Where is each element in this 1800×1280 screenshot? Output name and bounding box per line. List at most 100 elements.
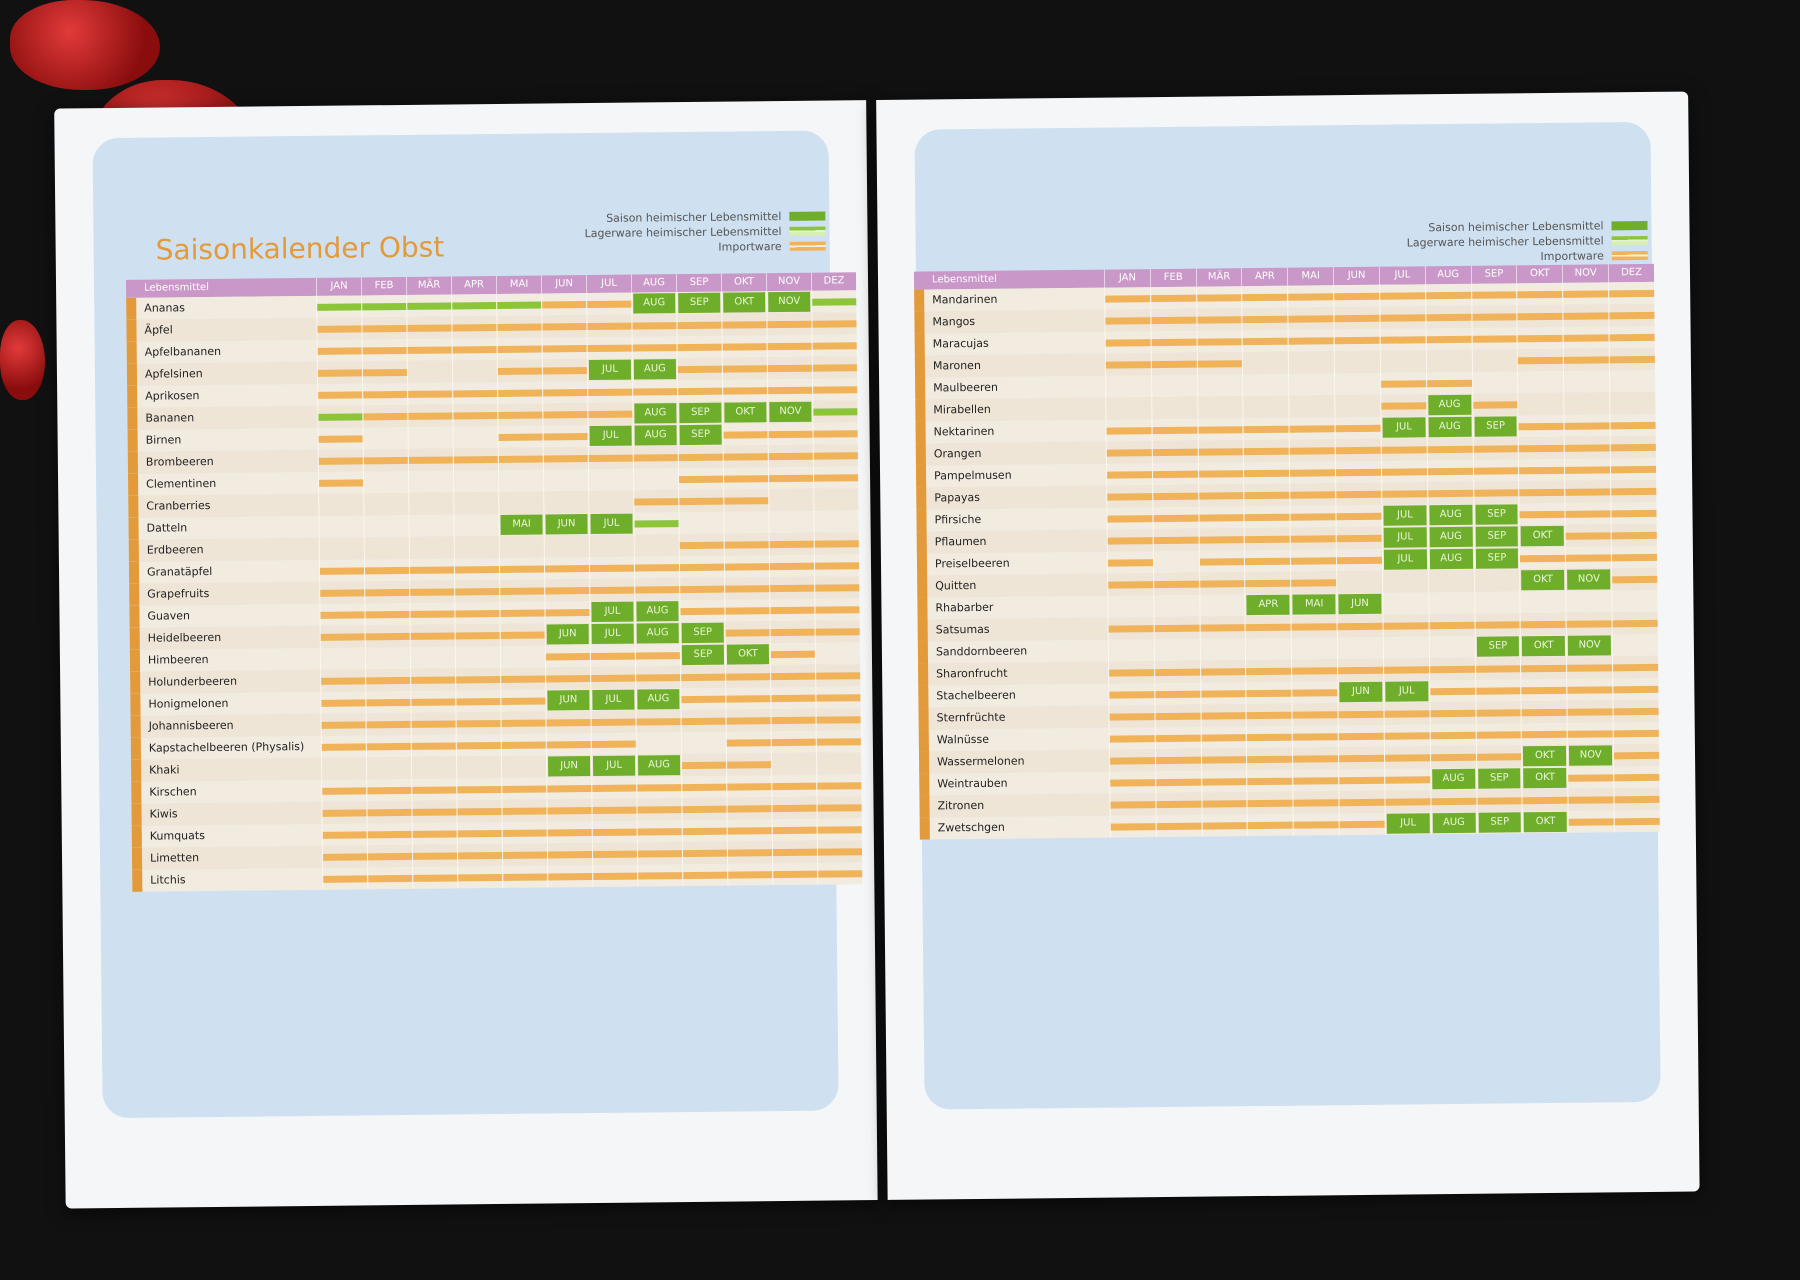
month-cell bbox=[362, 382, 408, 406]
import-bar bbox=[1339, 798, 1385, 807]
month-cell bbox=[455, 689, 501, 713]
fruit-name: Cranberries bbox=[146, 499, 211, 513]
month-cell bbox=[1472, 459, 1519, 482]
month-cell bbox=[497, 381, 543, 404]
month-cell: NOV bbox=[766, 290, 812, 314]
month-cell bbox=[1104, 331, 1151, 354]
month-cell bbox=[500, 711, 546, 734]
month-cell bbox=[726, 775, 772, 798]
month-cell bbox=[1336, 614, 1383, 638]
import-bar bbox=[1471, 291, 1517, 299]
import-bar bbox=[1613, 707, 1659, 716]
import-bar bbox=[767, 320, 812, 329]
month-cell bbox=[632, 446, 678, 469]
month-cell bbox=[408, 558, 455, 581]
month-cell bbox=[496, 315, 542, 338]
import-bar bbox=[1294, 821, 1339, 829]
import-bar bbox=[816, 716, 861, 724]
month-cell bbox=[546, 843, 593, 866]
month-cell bbox=[587, 402, 633, 426]
month-cell bbox=[1383, 746, 1430, 769]
import-bar bbox=[1381, 380, 1426, 388]
season-month-badge: AUG bbox=[633, 359, 677, 380]
calendar-table-left: Lebensmittel JAN FEB MÄR APR MAI JUN JUL… bbox=[125, 272, 863, 892]
red-decoration bbox=[0, 320, 45, 400]
import-bar bbox=[1473, 467, 1519, 475]
month-cell bbox=[455, 755, 502, 779]
import-bar bbox=[413, 874, 458, 882]
month-cell bbox=[1425, 327, 1472, 351]
import-bar bbox=[366, 720, 411, 729]
month-cell bbox=[769, 598, 815, 622]
season-month-badge: MAI bbox=[1292, 594, 1336, 615]
open-booklet: Saisonkalender Obst Saison heimischer Le… bbox=[54, 91, 1706, 1228]
month-cell bbox=[770, 708, 816, 732]
month-cell bbox=[320, 691, 366, 714]
month-cell bbox=[1563, 370, 1610, 393]
month-cell bbox=[542, 469, 589, 492]
import-bar bbox=[769, 474, 814, 483]
month-cell bbox=[541, 293, 587, 316]
month-cell bbox=[1563, 348, 1610, 371]
import-bar bbox=[1473, 489, 1519, 497]
import-bar bbox=[726, 673, 771, 681]
import-bar bbox=[1431, 797, 1477, 806]
month-cell bbox=[320, 669, 366, 692]
import-bar bbox=[545, 653, 590, 661]
import-bar bbox=[1107, 537, 1153, 545]
month-cell bbox=[768, 554, 815, 578]
month-cell bbox=[1333, 328, 1380, 352]
import-bar bbox=[412, 808, 457, 816]
month-cell bbox=[365, 756, 412, 780]
month-cell bbox=[1426, 481, 1474, 505]
season-month-badge: SEP bbox=[678, 292, 721, 314]
lager-bar bbox=[813, 408, 858, 416]
month-cell bbox=[814, 620, 860, 643]
month-cell bbox=[1288, 373, 1335, 396]
import-bar bbox=[767, 364, 812, 373]
import-bar bbox=[365, 588, 410, 597]
import-bar bbox=[367, 786, 412, 795]
season-month-badge: JUN bbox=[547, 690, 590, 711]
month-cell bbox=[1106, 529, 1153, 552]
month-cell bbox=[1425, 305, 1472, 329]
fruit-name: Grapefruits bbox=[147, 587, 210, 601]
month-cell bbox=[1474, 657, 1521, 680]
month-cell: JUN bbox=[1336, 592, 1383, 616]
import-bar bbox=[769, 540, 814, 549]
import-bar bbox=[1155, 690, 1201, 699]
month-cell bbox=[361, 360, 408, 384]
month-cell bbox=[813, 510, 859, 533]
month-cell bbox=[1384, 790, 1431, 813]
month-cell bbox=[771, 818, 817, 842]
month-cell bbox=[410, 690, 456, 713]
month-cell bbox=[542, 381, 588, 404]
import-bar bbox=[770, 628, 815, 637]
month-cell: JUL bbox=[1383, 680, 1430, 703]
import-swatch bbox=[789, 241, 826, 251]
import-bar bbox=[1384, 754, 1430, 762]
month-cell bbox=[454, 579, 500, 603]
season-month-badge: SEP bbox=[681, 644, 725, 666]
month-cell bbox=[1475, 723, 1522, 746]
month-cell bbox=[1335, 504, 1382, 528]
season-month-badge: OKT bbox=[723, 292, 766, 313]
month-cell: OKT bbox=[1522, 810, 1569, 834]
month-cell bbox=[1430, 789, 1477, 813]
import-bar bbox=[1614, 795, 1660, 804]
month-cell bbox=[682, 863, 728, 887]
month-cell bbox=[1429, 745, 1476, 769]
import-bar bbox=[1292, 667, 1338, 675]
month-cell bbox=[1291, 637, 1338, 660]
fruit-name: Weintrauben bbox=[937, 776, 1008, 791]
month-cell: SEP bbox=[1476, 811, 1523, 834]
month-cell bbox=[407, 426, 453, 449]
import-bar bbox=[1293, 799, 1339, 807]
import-bar bbox=[455, 631, 500, 640]
legend-saison-label: Saison heimischer Lebensmittel bbox=[1428, 219, 1604, 235]
import-bar bbox=[587, 344, 632, 353]
import-bar bbox=[635, 586, 680, 594]
season-month-badge: AUG bbox=[636, 601, 679, 622]
month-cell bbox=[1200, 704, 1247, 727]
saison-swatch bbox=[789, 211, 826, 221]
